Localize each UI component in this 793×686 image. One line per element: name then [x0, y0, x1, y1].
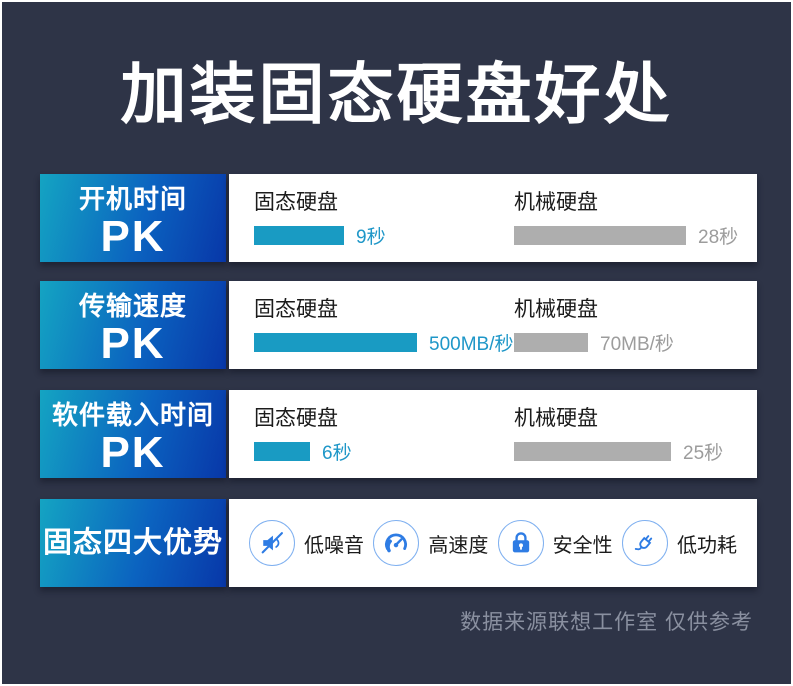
- row4-heading-panel: 固态四大优势: [40, 499, 226, 587]
- advantage-label: 低功耗: [676, 534, 737, 557]
- advantages-panel: 低噪音 高速度 安全性: [229, 499, 757, 587]
- row2-hdd-bar: [514, 332, 588, 352]
- row3-ssd-value: 6秒: [322, 442, 352, 464]
- row3-pk-label: PK: [100, 428, 166, 477]
- advantage-label: 安全性: [552, 534, 613, 557]
- row2-metric-label: 传输速度: [78, 291, 187, 321]
- data-source-note: 数据来源联想工作室 仅供参考: [460, 611, 753, 634]
- row3-hdd-value: 25秒: [683, 442, 724, 464]
- page-title: 加装固态硬盘好处: [120, 57, 673, 131]
- row1-pk-label: PK: [100, 212, 166, 261]
- advantage-low-power: 低功耗: [621, 520, 737, 566]
- row1-ssd-label: 固态硬盘: [254, 191, 338, 214]
- row1-hdd-label: 机械硬盘: [514, 191, 598, 214]
- row2-hdd-label: 机械硬盘: [514, 298, 598, 321]
- advantage-high-speed: 高速度: [373, 520, 488, 566]
- row2-ssd-label: 固态硬盘: [254, 298, 338, 321]
- row1-metric-panel: 开机时间 PK: [40, 174, 226, 262]
- row1-hdd-bar: [514, 225, 686, 245]
- speedometer-icon: [373, 520, 420, 566]
- row1-ssd-value: 9秒: [356, 226, 386, 248]
- advantage-label: 高速度: [428, 534, 489, 557]
- row1-ssd-bar: [254, 225, 344, 245]
- row2-comparison-panel: 固态硬盘 500MB/秒 机械硬盘 70MB/秒: [229, 281, 757, 369]
- row1-metric-label: 开机时间: [78, 184, 187, 214]
- row2-metric-panel: 传输速度 PK: [40, 281, 226, 369]
- row1-comparison-panel: 固态硬盘 9秒 机械硬盘 28秒: [229, 174, 757, 262]
- advantage-low-noise: 低噪音: [249, 520, 364, 566]
- row1-hdd-value: 28秒: [698, 226, 739, 248]
- row3-hdd-label: 机械硬盘: [514, 407, 598, 430]
- advantage-label: 低噪音: [304, 534, 364, 557]
- row3-ssd-label: 固态硬盘: [254, 407, 338, 430]
- muted-speaker-icon: [249, 520, 295, 566]
- plug-icon: [621, 520, 668, 566]
- advantages-heading: 固态四大优势: [42, 527, 223, 559]
- row2-ssd-value: 500MB/秒: [429, 333, 514, 355]
- row3-comparison-panel: 固态硬盘 6秒 机械硬盘 25秒: [229, 390, 757, 478]
- row2-pk-label: PK: [100, 319, 166, 368]
- row3-ssd-bar: [254, 441, 310, 461]
- row3-hdd-bar: [514, 441, 671, 461]
- row3-metric-label: 软件载入时间: [51, 400, 214, 430]
- row3-metric-panel: 软件载入时间 PK: [40, 390, 226, 478]
- advantage-security: 安全性: [497, 520, 613, 566]
- lock-icon: [497, 520, 544, 566]
- row2-ssd-bar: [254, 332, 417, 352]
- row2-hdd-value: 70MB/秒: [600, 333, 674, 355]
